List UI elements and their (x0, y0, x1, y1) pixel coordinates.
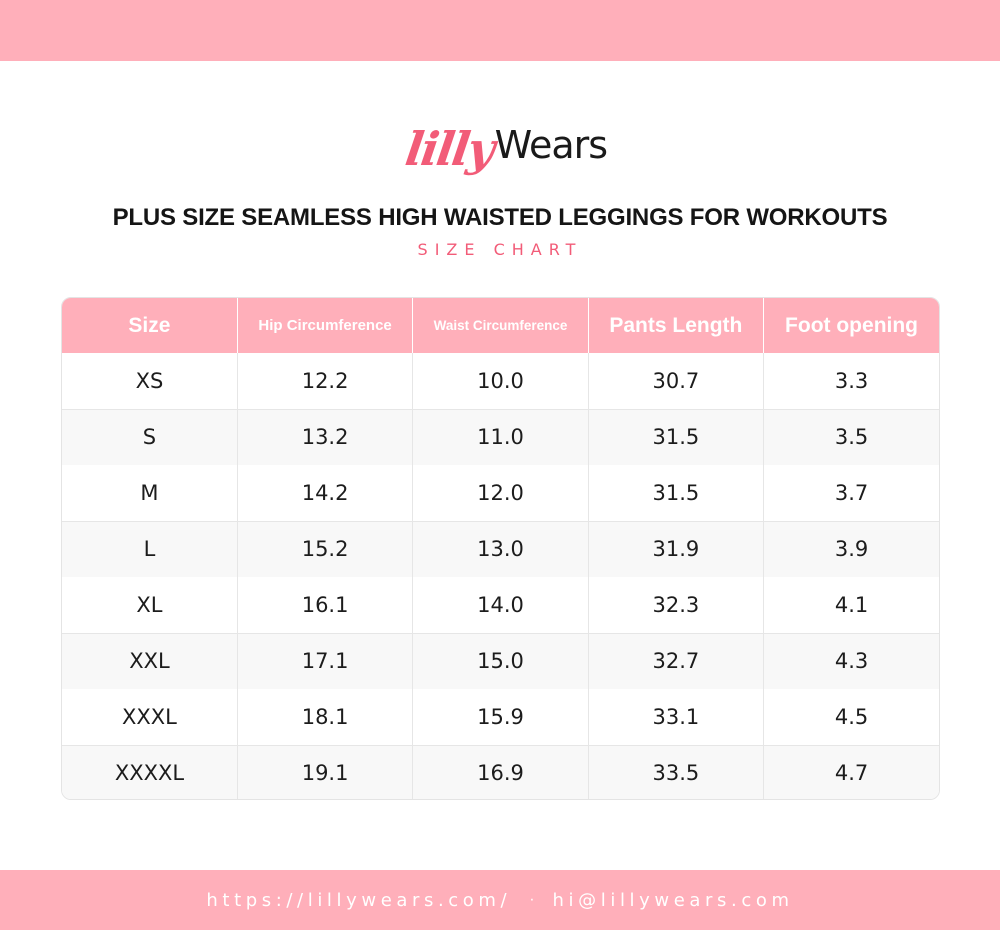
footer-separator: · (529, 891, 535, 908)
cell-hip: 12.2 (237, 353, 414, 410)
cell-size: M (62, 465, 238, 522)
cell-waist: 13.0 (412, 521, 589, 577)
table-row: M 14.2 12.0 31.5 3.7 (62, 465, 939, 522)
table-row: XXL 17.1 15.0 32.7 4.3 (62, 633, 939, 689)
cell-waist: 11.0 (412, 409, 589, 465)
table-row: XXXXL 19.1 16.9 33.5 4.7 (62, 745, 939, 799)
cell-waist: 15.9 (412, 689, 589, 746)
table-row: XXXL 18.1 15.9 33.1 4.5 (62, 689, 939, 746)
cell-pants-length: 32.7 (588, 633, 765, 689)
cell-size: S (62, 409, 238, 465)
cell-foot-opening: 3.3 (763, 353, 939, 410)
email-link[interactable]: hi@lillywears.com (552, 889, 794, 911)
table-row: XL 16.1 14.0 32.3 4.1 (62, 577, 939, 634)
cell-foot-opening: 4.7 (763, 745, 939, 799)
cell-foot-opening: 4.5 (763, 689, 939, 746)
cell-foot-opening: 4.1 (763, 577, 939, 634)
footer-band: https://lillywears.com/ · hi@lillywears.… (0, 870, 1000, 930)
cell-pants-length: 31.5 (588, 465, 765, 522)
cell-foot-opening: 3.7 (763, 465, 939, 522)
cell-pants-length: 33.1 (588, 689, 765, 746)
cell-hip: 16.1 (237, 577, 414, 634)
cell-size: L (62, 521, 238, 577)
page-subtitle: SIZE CHART (417, 240, 583, 259)
cell-hip: 17.1 (237, 633, 414, 689)
page-title: PLUS SIZE SEAMLESS HIGH WAISTED LEGGINGS… (112, 204, 888, 231)
cell-foot-opening: 3.5 (763, 409, 939, 465)
cell-foot-opening: 3.9 (763, 521, 939, 577)
cell-size: XXXL (62, 689, 238, 746)
logo-script-text: lilly (402, 122, 497, 176)
cell-waist: 15.0 (412, 633, 589, 689)
cell-hip: 13.2 (237, 409, 414, 465)
cell-waist: 14.0 (412, 577, 589, 634)
cell-hip: 18.1 (237, 689, 414, 746)
cell-pants-length: 31.9 (588, 521, 765, 577)
top-decorative-band (0, 0, 1000, 61)
logo-word-text: Wears (494, 123, 608, 167)
cell-pants-length: 31.5 (588, 409, 765, 465)
column-header-hip: Hip Circumference (237, 298, 414, 353)
cell-hip: 19.1 (237, 745, 414, 799)
cell-size: XS (62, 353, 238, 410)
size-chart-table-container: Size Hip Circumference Waist Circumferen… (61, 297, 940, 800)
table-row: S 13.2 11.0 31.5 3.5 (62, 409, 939, 465)
size-chart-table: Size Hip Circumference Waist Circumferen… (62, 298, 939, 799)
table-row: L 15.2 13.0 31.9 3.9 (62, 521, 939, 577)
column-header-size: Size (62, 298, 238, 353)
cell-waist: 10.0 (412, 353, 589, 410)
cell-size: XXXXL (62, 745, 238, 799)
website-link[interactable]: https://lillywears.com/ (206, 889, 512, 911)
cell-waist: 16.9 (412, 745, 589, 799)
cell-waist: 12.0 (412, 465, 589, 522)
table-row: XS 12.2 10.0 30.7 3.3 (62, 353, 939, 410)
cell-pants-length: 32.3 (588, 577, 765, 634)
table-header-row: Size Hip Circumference Waist Circumferen… (62, 298, 939, 353)
column-header-pants-length: Pants Length (588, 298, 765, 353)
cell-pants-length: 30.7 (588, 353, 765, 410)
cell-size: XL (62, 577, 238, 634)
column-header-foot-opening: Foot opening (763, 298, 939, 353)
cell-size: XXL (62, 633, 238, 689)
cell-hip: 15.2 (237, 521, 414, 577)
cell-foot-opening: 4.3 (763, 633, 939, 689)
cell-pants-length: 33.5 (588, 745, 765, 799)
cell-hip: 14.2 (237, 465, 414, 522)
column-header-waist: Waist Circumference (412, 298, 589, 353)
brand-logo: lilly Wears (402, 100, 608, 176)
